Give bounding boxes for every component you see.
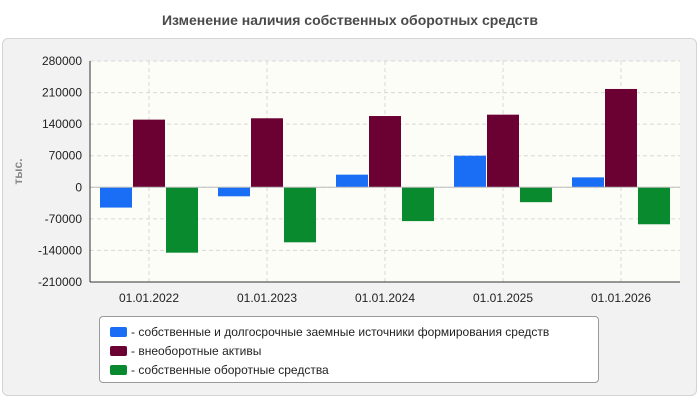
y-tick-label: 210000: [42, 86, 82, 100]
y-tick-label: -70000: [45, 212, 83, 226]
bar: [218, 187, 250, 197]
bar: [166, 187, 198, 253]
y-tick-label: 0: [75, 180, 82, 194]
bar: [520, 187, 552, 203]
bar: [251, 118, 283, 188]
y-tick-label: -210000: [38, 275, 82, 289]
bar: [454, 155, 486, 188]
y-tick-label: -140000: [38, 243, 82, 257]
bar: [638, 187, 670, 225]
legend-item-noncurrent-assets: - внеоборотные активы: [110, 341, 598, 360]
y-axis-label: тыс.: [11, 158, 25, 184]
y-tick-label: 70000: [49, 149, 83, 163]
bar: [572, 177, 604, 188]
legend-swatch-noncurrent-assets: [110, 345, 127, 356]
bar: [369, 116, 401, 188]
y-tick-label: 280000: [42, 54, 82, 68]
legend-item-working-capital: - собственные оборотные средства: [110, 360, 598, 379]
bar: [487, 114, 519, 188]
chart-title: Изменение наличия собственных оборотных …: [161, 12, 539, 28]
legend-swatch-working-capital: [110, 364, 127, 375]
chart-legend: - собственные и долгосрочные заемные ист…: [99, 316, 599, 383]
x-tick-label: 01.01.2024: [355, 291, 415, 305]
legend-item-sources: - собственные и долгосрочные заемные ист…: [110, 322, 598, 341]
x-tick-label: 01.01.2026: [591, 291, 651, 305]
bar: [100, 187, 132, 208]
bar: [133, 119, 165, 188]
legend-swatch-sources: [110, 326, 127, 337]
bar: [336, 174, 368, 188]
legend-label-sources: - собственные и долгосрочные заемные ист…: [131, 324, 550, 339]
bar: [402, 187, 434, 222]
bar: [605, 88, 637, 188]
legend-label-working-capital: - собственные оборотные средства: [131, 362, 329, 377]
x-tick-label: 01.01.2023: [237, 291, 297, 305]
bar: [284, 187, 316, 243]
legend-label-noncurrent-assets: - внеоборотные активы: [131, 343, 262, 358]
x-tick-label: 01.01.2025: [473, 291, 533, 305]
y-tick-label: 140000: [42, 117, 82, 131]
x-tick-label: 01.01.2022: [119, 291, 179, 305]
